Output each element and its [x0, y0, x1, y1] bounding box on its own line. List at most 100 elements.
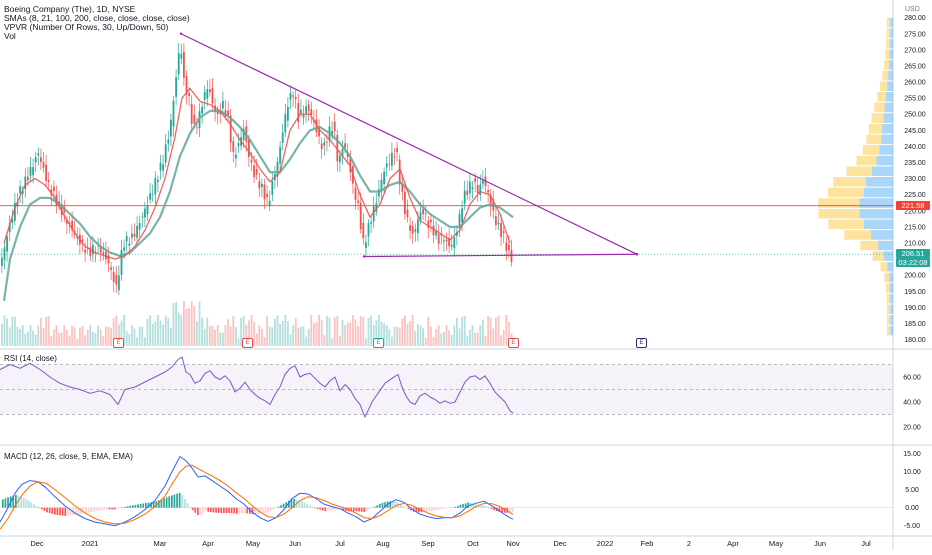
volume-bar — [474, 332, 476, 346]
volume-profile-bar-up — [879, 145, 893, 155]
candle-body — [427, 220, 430, 229]
candle-body — [469, 181, 471, 194]
candle-body — [107, 255, 110, 264]
earnings-marker[interactable]: E — [242, 338, 253, 348]
candle-body — [424, 212, 427, 214]
earnings-marker[interactable]: E — [373, 338, 384, 348]
macd-histogram-bar — [319, 507, 321, 510]
volume-bar — [141, 326, 144, 346]
volume-bar — [268, 326, 271, 346]
volume-bar — [279, 323, 281, 346]
volume-profile-bar-up — [889, 38, 893, 49]
candle-body — [193, 114, 196, 124]
earnings-marker-upcoming[interactable]: E — [636, 338, 647, 348]
macd-histogram-bar — [472, 503, 475, 508]
macd-histogram-bar — [264, 507, 267, 513]
rsi-label[interactable]: RSI (14, close) — [4, 354, 57, 363]
candle-body — [510, 250, 513, 263]
volume-bar — [440, 333, 443, 346]
volume-bar — [242, 315, 245, 346]
macd-histogram-bar — [384, 502, 386, 508]
volume-bar — [385, 325, 388, 346]
volume-bar — [391, 336, 393, 346]
volume-bar — [409, 321, 411, 346]
candle-body — [261, 183, 263, 187]
macd-histogram-bar — [12, 495, 15, 508]
candle-body — [11, 218, 14, 223]
x-tick-label: May — [246, 539, 260, 548]
candle-body — [40, 157, 42, 163]
macd-histogram-bar — [189, 506, 191, 508]
macd-histogram-bar — [69, 507, 72, 516]
resistance-price-tag: 221.58 — [896, 201, 930, 210]
volume-profile-bar-up — [859, 208, 893, 219]
sma-indicator-label[interactable]: SMAs (8, 21, 100, 200, close, close, clo… — [4, 13, 190, 23]
candle-body — [216, 110, 219, 115]
macd-histogram-bar — [314, 507, 316, 509]
macd-histogram-bar — [116, 507, 119, 510]
candle-body — [354, 187, 357, 201]
vpvr-indicator-label[interactable]: VPVR (Number Of Rows, 30, Up/Down, 50) — [4, 22, 169, 32]
candle-body — [141, 216, 144, 218]
macd-histogram-bar — [490, 507, 493, 510]
macd-label[interactable]: MACD (12, 26, close, 9, EMA, EMA) — [4, 452, 133, 461]
volume-indicator-label[interactable]: Vol — [4, 31, 16, 41]
y-tick-label: 180.00 — [904, 337, 926, 344]
volume-bar — [149, 315, 151, 346]
volume-profile-bar-up — [890, 17, 893, 28]
candle-body — [248, 139, 250, 157]
volume-bar — [219, 332, 222, 346]
macd-histogram-bar — [290, 499, 293, 508]
macd-histogram-bar — [459, 504, 462, 508]
candle-body — [16, 201, 19, 207]
macd-y-tick: 5.00 — [905, 487, 919, 494]
candle-body — [344, 143, 346, 148]
macd-histogram-bar — [298, 500, 301, 508]
volume-bar — [27, 331, 29, 346]
candle-body — [120, 249, 123, 275]
volume-bar — [484, 335, 487, 346]
macd-histogram-bar — [163, 498, 165, 508]
y-tick-label: 275.00 — [904, 31, 926, 38]
volume-profile-bar-down — [880, 261, 888, 272]
volume-profile-bar-up — [887, 261, 893, 272]
volume-bar — [250, 315, 253, 346]
volume-bar — [45, 317, 47, 346]
macd-histogram-bar — [220, 507, 223, 514]
volume-bar — [495, 317, 497, 346]
volume-bar — [229, 326, 232, 346]
volume-profile-bar-up — [882, 123, 893, 134]
volume-profile-bar-up — [890, 315, 893, 325]
macd-histogram-bar — [293, 498, 295, 508]
macd-histogram-bar — [38, 507, 41, 509]
volume-profile-bar-up — [887, 81, 893, 92]
candle-body — [110, 267, 112, 270]
macd-histogram-bar — [147, 502, 150, 508]
candle-body — [190, 103, 193, 124]
y-tick-label: 240.00 — [904, 144, 926, 151]
earnings-marker[interactable]: E — [113, 338, 124, 348]
volume-profile-bar-down — [886, 17, 891, 28]
candle-body — [42, 162, 45, 168]
volume-bar — [378, 315, 380, 346]
volume-bar — [380, 321, 383, 346]
volume-bar — [370, 315, 372, 346]
candle-body — [24, 176, 27, 190]
volume-profile-bar-up — [872, 166, 893, 176]
macd-histogram-bar — [311, 506, 314, 508]
candle-body — [391, 152, 393, 166]
candle-body — [99, 246, 102, 253]
y-tick-label: 270.00 — [904, 47, 926, 54]
candle-body — [307, 104, 310, 111]
earnings-marker[interactable]: E — [508, 338, 519, 348]
volume-bar — [266, 316, 268, 346]
macd-histogram-bar — [186, 503, 189, 508]
candle-body — [268, 200, 271, 207]
volume-bar — [151, 323, 154, 346]
macd-histogram-bar — [202, 507, 204, 514]
candle-body — [8, 223, 11, 233]
volume-profile-bar-down — [828, 187, 864, 198]
candle-body — [123, 247, 125, 251]
